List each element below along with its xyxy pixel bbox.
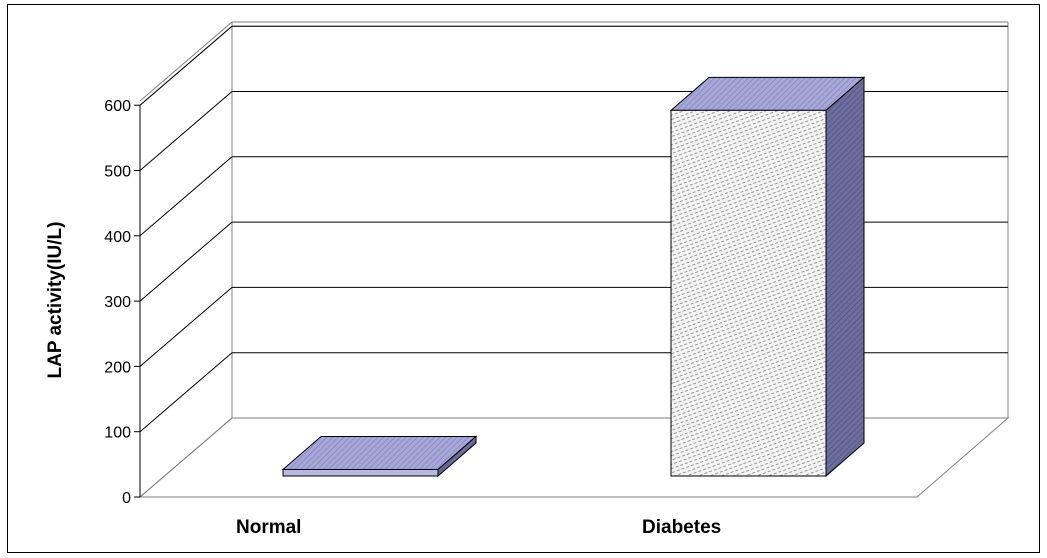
y-tick-label: 200 <box>104 359 131 376</box>
y-tick-label: 600 <box>104 98 131 115</box>
x-tick-label: Normal <box>236 517 301 538</box>
gridline-side <box>139 221 233 302</box>
side-wall-top-edge <box>139 21 233 102</box>
bars <box>281 76 866 478</box>
gridline-side <box>139 91 233 171</box>
gridline-side <box>139 287 233 367</box>
y-tick-label: 400 <box>104 229 131 246</box>
bar-side-face <box>825 76 865 478</box>
bar-front-face <box>282 468 439 477</box>
y-axis: 0 100 200 300 400 500 600 <box>104 98 141 507</box>
gridline-side <box>139 352 233 433</box>
y-tick-label: 500 <box>104 164 131 181</box>
gridline-side <box>139 156 233 237</box>
bar-diabetes <box>669 76 866 478</box>
gridlines <box>139 25 1008 433</box>
y-tick-label: 0 <box>122 490 131 507</box>
y-tick-label: 300 <box>104 294 131 311</box>
chart-walls <box>138 21 1010 499</box>
y-tick-label: 100 <box>104 425 131 442</box>
floor <box>138 417 1010 498</box>
y-axis-title: LAP activity(IU/L) <box>45 222 66 379</box>
x-axis-labels: Normal Diabetes <box>236 517 721 538</box>
bar-front-face <box>670 109 827 477</box>
bar-normal <box>281 435 478 478</box>
x-tick-label: Diabetes <box>642 517 721 538</box>
gridline-side <box>139 25 233 106</box>
